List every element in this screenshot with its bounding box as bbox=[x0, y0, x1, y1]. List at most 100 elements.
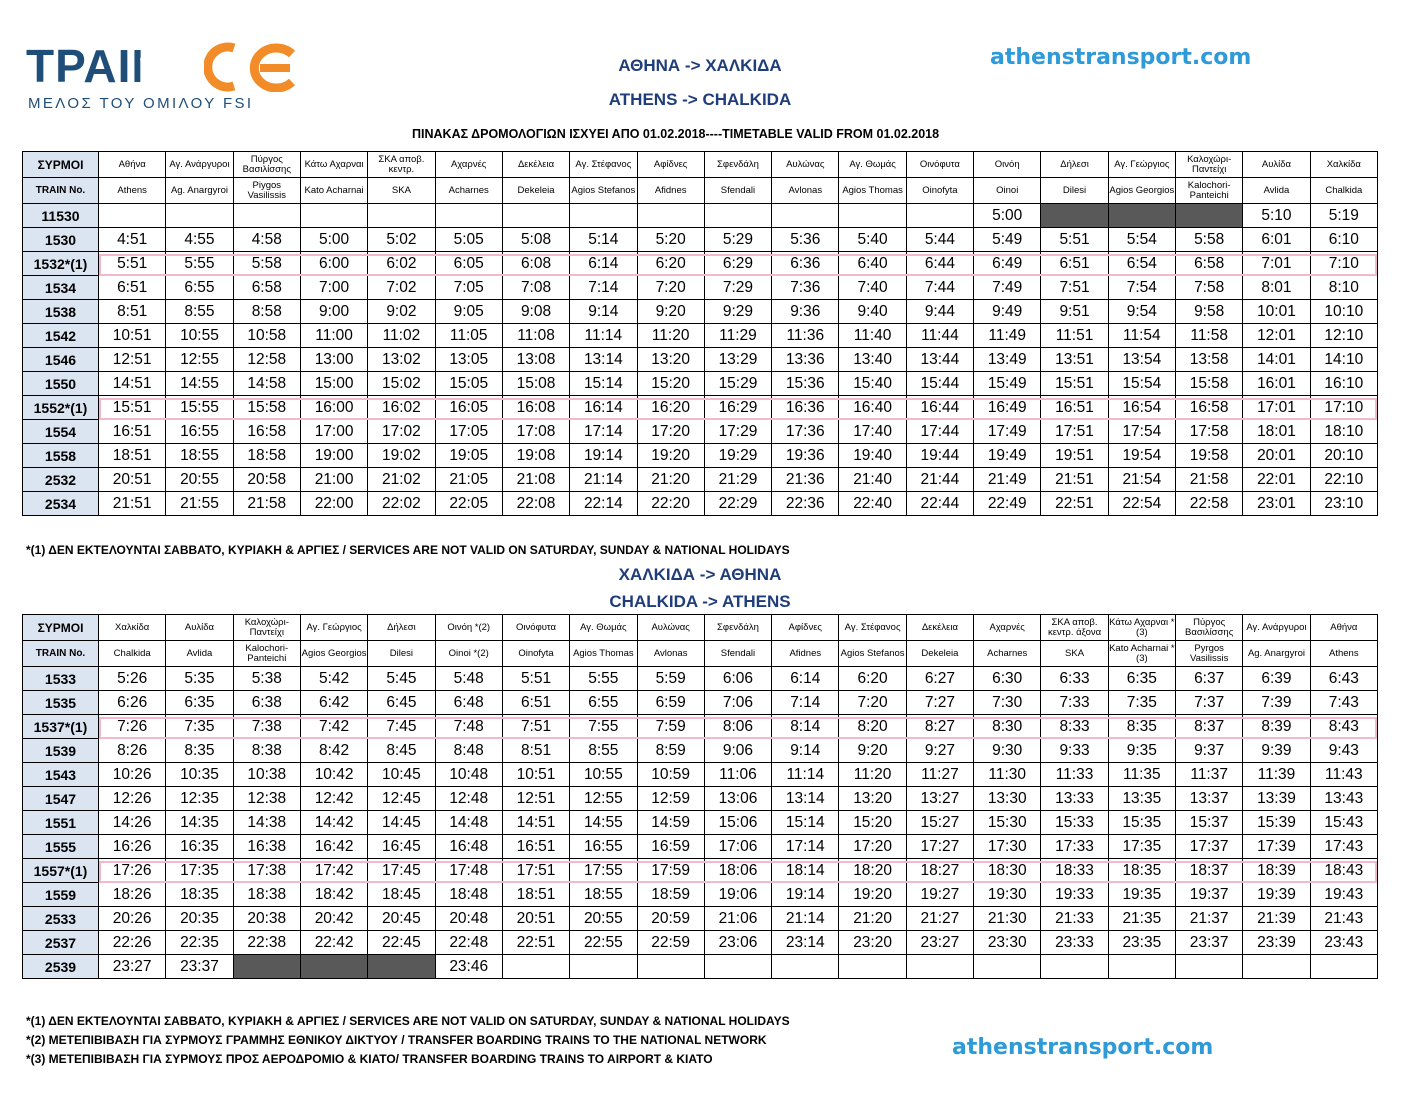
time-cell: 13:20 bbox=[838, 786, 907, 811]
station-header-en: Kato Acharnai *(3) bbox=[1107, 640, 1177, 667]
trainose-logo: ΤΡΑΙΝΟΣΕ ΜΕΛΟΣ ΤΟΥ ΟΜΙΛΟΥ FSI bbox=[26, 40, 326, 120]
time-cell: 5:59 bbox=[636, 666, 705, 691]
train-number: 1542 bbox=[22, 323, 99, 348]
time-cell: 17:30 bbox=[973, 834, 1042, 859]
table-row: 1557*(1) 17:26 17:35 17:38 17:42 17:45 17:48 17… bbox=[22, 858, 1379, 883]
time-cell: 18:37 bbox=[1174, 858, 1244, 883]
time-cell: 15:35 bbox=[1107, 810, 1177, 835]
time-cell: 23:20 bbox=[838, 930, 907, 955]
time-cell: 8:20 bbox=[838, 714, 907, 739]
time-cell: 8:01 bbox=[1242, 275, 1311, 300]
time-cell: 15:30 bbox=[973, 810, 1042, 835]
time-cell: 11:44 bbox=[905, 323, 975, 348]
time-cell bbox=[1174, 954, 1244, 979]
station-header-gr: Κάτω Αχαρναι bbox=[299, 151, 369, 178]
time-cell: 6:55 bbox=[569, 690, 638, 715]
time-cell: 15:14 bbox=[771, 810, 840, 835]
station-header-en: Kalochori-Panteichi bbox=[232, 640, 301, 667]
time-cell bbox=[1107, 954, 1177, 979]
time-cell: 15:51 bbox=[1040, 371, 1109, 396]
time-cell: 16:36 bbox=[771, 395, 840, 420]
train-number: 2539 bbox=[22, 954, 99, 979]
time-cell: 11:05 bbox=[434, 323, 503, 348]
time-cell: 23:14 bbox=[771, 930, 840, 955]
station-header-gr: Πύργος Βασιλίσσης bbox=[1174, 614, 1244, 641]
table-row: 2534 21:51 21:55 21:58 22:00 22:02 22:05 22:08 2… bbox=[22, 491, 1379, 516]
time-cell: 8:55 bbox=[569, 738, 638, 763]
time-cell bbox=[569, 954, 638, 979]
time-cell: 16:29 bbox=[703, 395, 773, 420]
time-cell bbox=[703, 954, 773, 979]
time-cell: 11:29 bbox=[703, 323, 773, 348]
time-cell: 19:00 bbox=[299, 443, 369, 468]
station-header-en: Avlonas bbox=[636, 640, 705, 667]
time-cell: 8:51 bbox=[501, 738, 571, 763]
time-cell: 7:35 bbox=[165, 714, 234, 739]
time-cell: 14:35 bbox=[165, 810, 234, 835]
station-header-gr: Αγ. Θωμάς bbox=[569, 614, 638, 641]
time-cell: 22:58 bbox=[1174, 491, 1244, 516]
time-cell: 18:10 bbox=[1309, 419, 1379, 444]
time-cell: 5:48 bbox=[434, 666, 503, 691]
time-cell: 14:59 bbox=[636, 810, 705, 835]
footnote-2-1: *(1) ΔΕΝ ΕΚΤΕΛΟΥΝΤΑΙ ΣΑΒΒΑΤΟ, ΚΥΡΙΑΚΗ & … bbox=[26, 1014, 790, 1028]
time-cell: 16:51 bbox=[1040, 395, 1109, 420]
time-cell: 16:55 bbox=[569, 834, 638, 859]
station-header-en: Ag. Anargyroi bbox=[165, 177, 234, 204]
time-cell: 11:58 bbox=[1174, 323, 1244, 348]
time-cell: 13:08 bbox=[501, 347, 571, 372]
time-cell: 10:51 bbox=[501, 762, 571, 787]
no-service-cell bbox=[1040, 203, 1109, 228]
table-row: 1551 14:26 14:35 14:38 14:42 14:45 14:48 14:51 1… bbox=[22, 810, 1379, 835]
time-cell: 17:49 bbox=[973, 419, 1042, 444]
time-cell: 8:14 bbox=[771, 714, 840, 739]
time-cell: 7:42 bbox=[299, 714, 369, 739]
time-cell: 13:14 bbox=[771, 786, 840, 811]
footnote-2-2: *(2) ΜΕΤΕΠΙΒΙΒΑΣΗ ΓΙΑ ΣΥΡΜΟΥΣ ΓΡΑΜΜΗΣ ΕΘ… bbox=[26, 1033, 767, 1047]
table-row: 1537*(1) 7:26 7:35 7:38 7:42 7:45 7:48 7:51 7:55… bbox=[22, 714, 1379, 739]
footnote-2-3: *(3) ΜΕΤΕΠΙΒΙΒΑΣΗ ΓΙΑ ΣΥΡΜΟΥΣ ΠΡΟΣ ΑΕΡΟΔ… bbox=[26, 1052, 713, 1066]
table-row: 2539 23:27 23:37 23:46 bbox=[22, 954, 1379, 979]
time-cell: 10:45 bbox=[367, 762, 436, 787]
no-service-cell bbox=[1174, 203, 1244, 228]
footer-site-link[interactable]: athenstransport.com bbox=[952, 1035, 1214, 1060]
time-cell: 6:55 bbox=[165, 275, 234, 300]
time-cell: 18:58 bbox=[232, 443, 301, 468]
site-link[interactable]: athenstransport.com bbox=[990, 45, 1252, 70]
time-cell: 13:35 bbox=[1107, 786, 1177, 811]
station-header-gr: Αχαρνές bbox=[973, 614, 1042, 641]
time-cell: 10:51 bbox=[97, 323, 167, 348]
time-cell: 19:43 bbox=[1309, 882, 1379, 907]
time-cell: 7:38 bbox=[232, 714, 301, 739]
time-cell: 23:35 bbox=[1107, 930, 1177, 955]
time-cell: 7:01 bbox=[1242, 251, 1311, 276]
station-header-gr: Αυλώνας bbox=[636, 614, 705, 641]
no-service-cell bbox=[1107, 203, 1177, 228]
time-cell: 22:10 bbox=[1309, 467, 1379, 492]
time-cell: 9:54 bbox=[1107, 299, 1177, 324]
time-cell: 17:45 bbox=[367, 858, 436, 883]
time-cell: 22:49 bbox=[973, 491, 1042, 516]
time-cell: 20:10 bbox=[1309, 443, 1379, 468]
time-cell: 15:02 bbox=[367, 371, 436, 396]
time-cell: 22:44 bbox=[905, 491, 975, 516]
train-number: 1535 bbox=[22, 690, 99, 715]
time-cell: 22:51 bbox=[1040, 491, 1109, 516]
table-row: 2532 20:51 20:55 20:58 21:00 21:02 21:05 21:08 2… bbox=[22, 467, 1379, 492]
station-header-gr: Οινόφυτα bbox=[501, 614, 571, 641]
station-header-gr: Σφενδάλη bbox=[703, 151, 773, 178]
time-cell: 23:01 bbox=[1242, 491, 1311, 516]
time-cell bbox=[838, 203, 907, 228]
time-cell: 7:43 bbox=[1309, 690, 1379, 715]
time-cell: 18:45 bbox=[367, 882, 436, 907]
time-cell: 9:51 bbox=[1040, 299, 1109, 324]
time-cell: 15:58 bbox=[1174, 371, 1244, 396]
time-cell: 22:00 bbox=[299, 491, 369, 516]
time-cell: 16:51 bbox=[501, 834, 571, 859]
time-cell: 17:48 bbox=[434, 858, 503, 883]
label-trains-gr: ΣΥΡΜΟΙ bbox=[22, 614, 99, 641]
station-header-en: Oinoi bbox=[973, 177, 1042, 204]
time-cell: 19:49 bbox=[973, 443, 1042, 468]
time-cell: 19:29 bbox=[703, 443, 773, 468]
station-header-en: Avlonas bbox=[771, 177, 840, 204]
